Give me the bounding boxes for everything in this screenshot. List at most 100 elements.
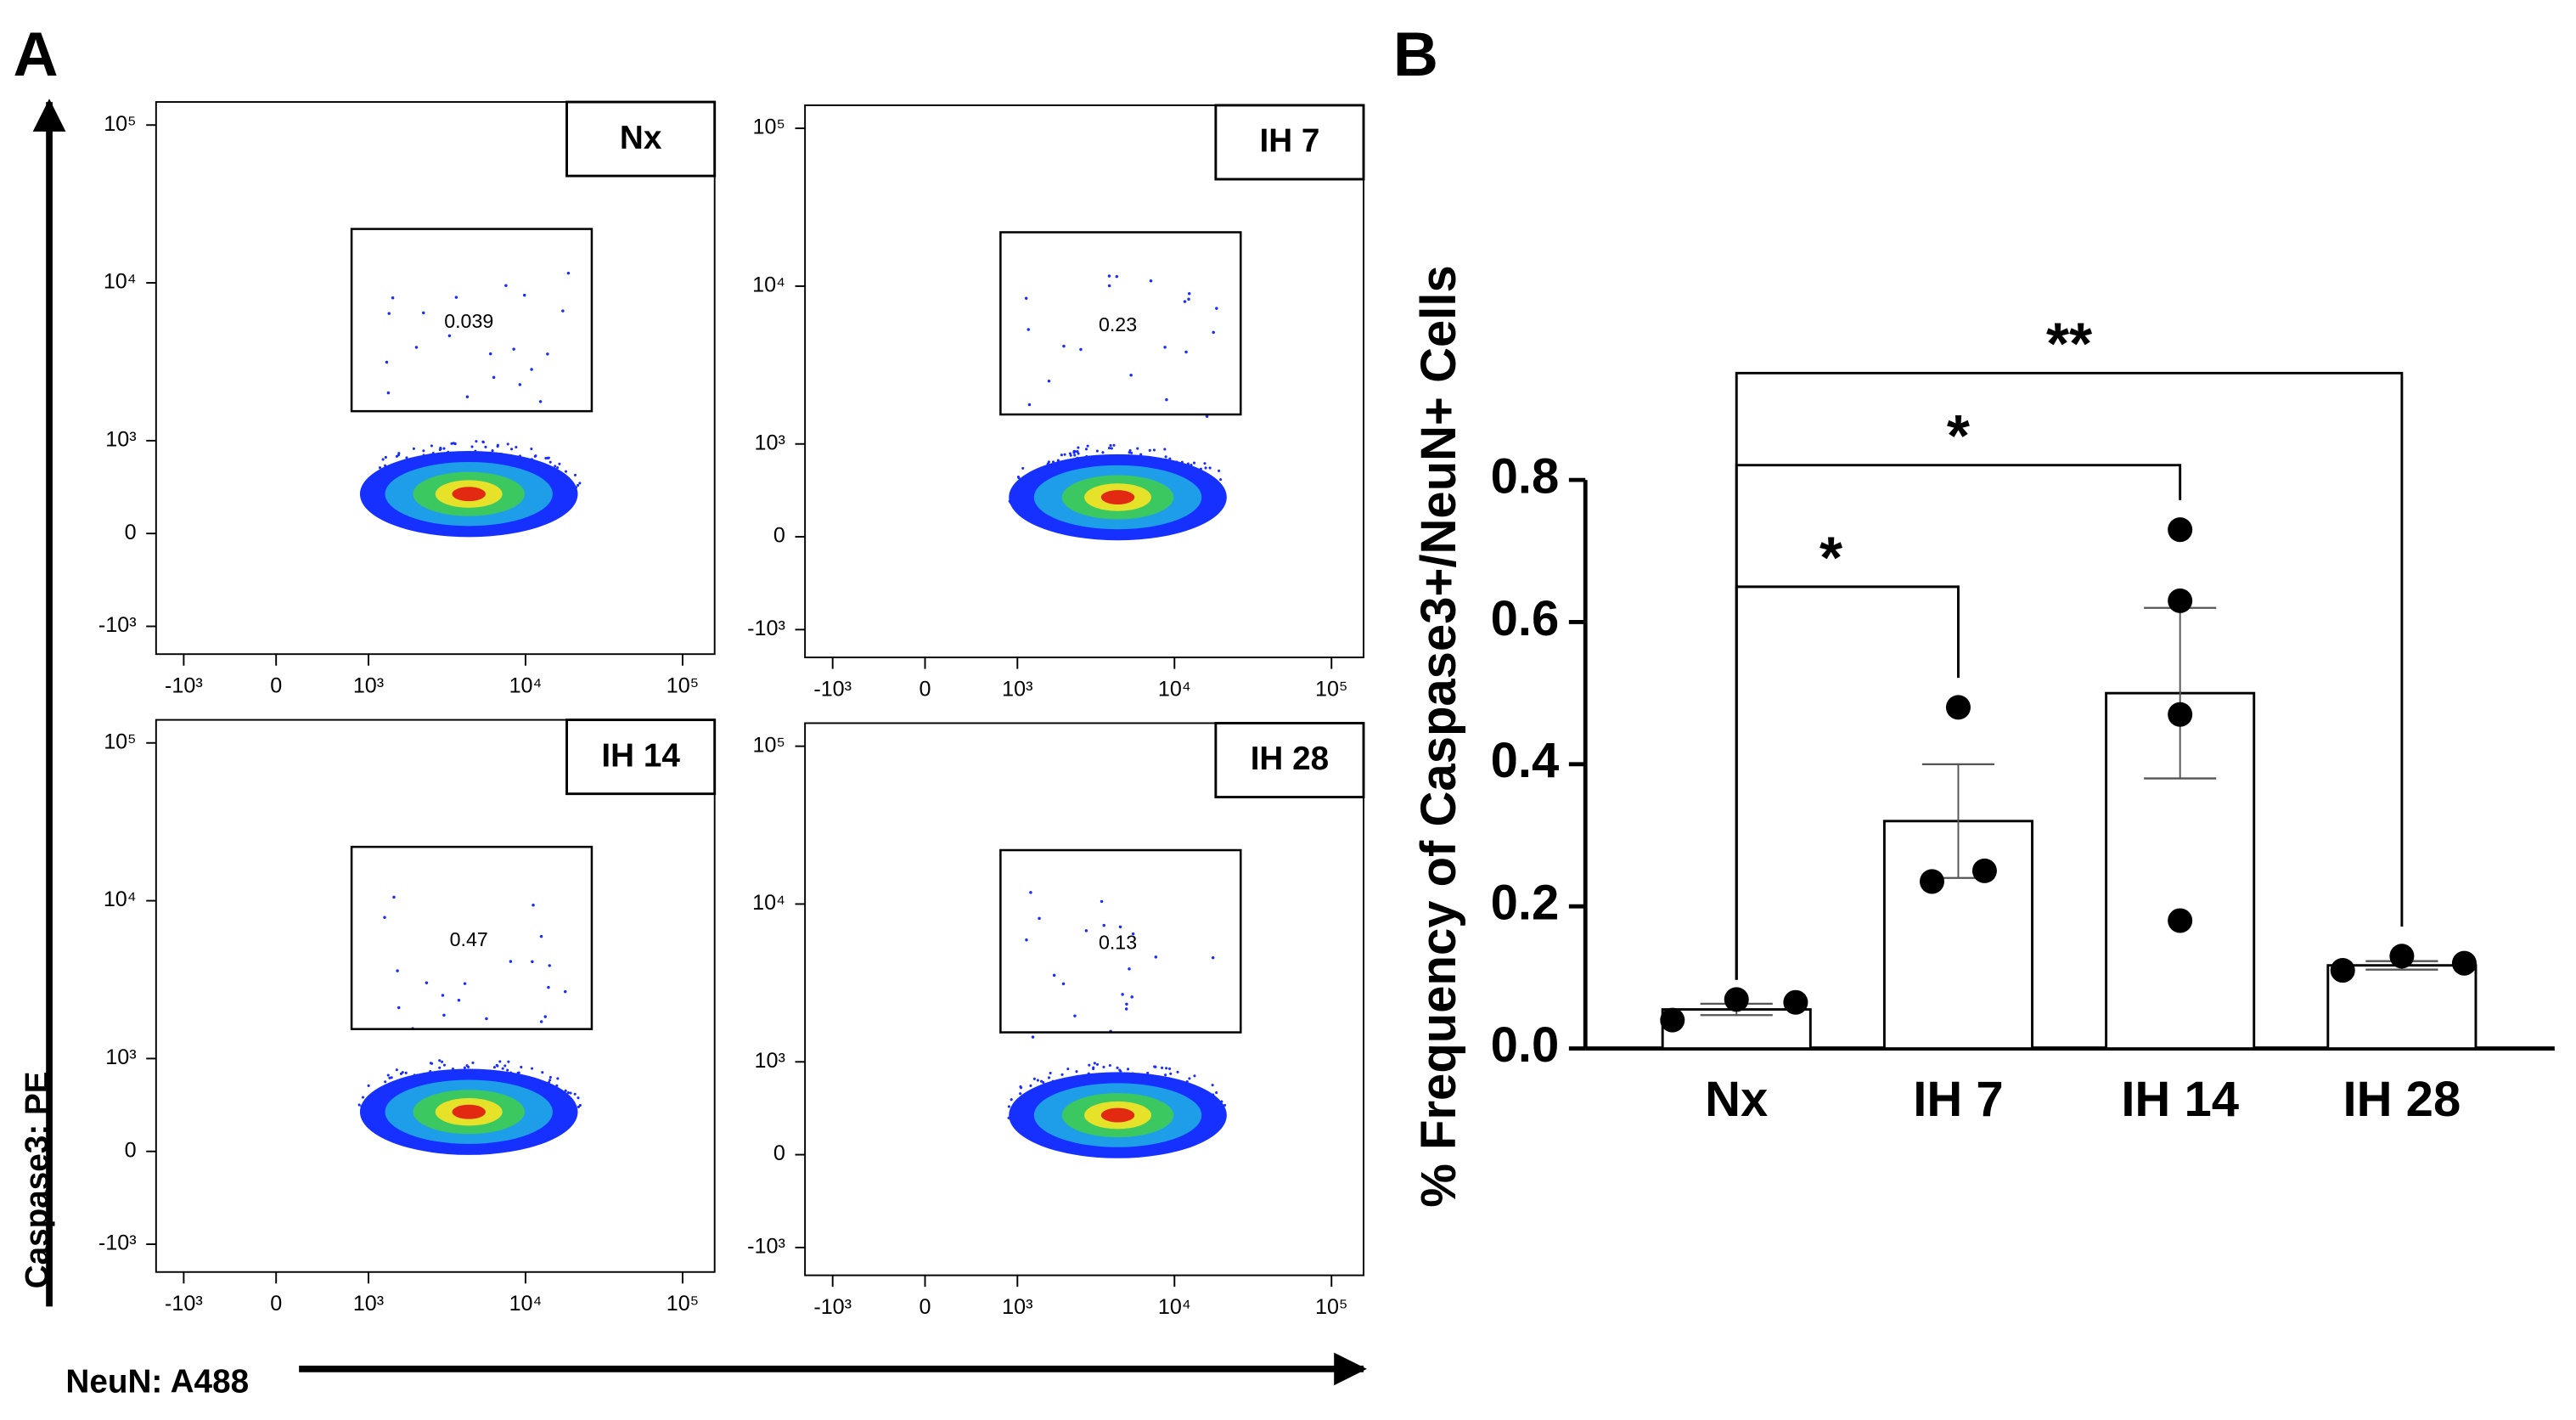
event-dot xyxy=(454,296,458,299)
panel-label: A xyxy=(13,19,58,89)
event-dot xyxy=(1163,346,1167,349)
event-dot xyxy=(1193,461,1196,465)
event-dot xyxy=(383,916,386,919)
panel-name: IH 28 xyxy=(1251,741,1329,777)
event-dot xyxy=(430,1062,434,1065)
x-tick-label: Nx xyxy=(1705,1072,1768,1127)
event-dot xyxy=(566,1090,570,1095)
event-dot xyxy=(1108,447,1111,450)
gate-value: 0.23 xyxy=(1099,313,1137,335)
event-dot xyxy=(395,1068,398,1072)
x-tick-label: 10⁵ xyxy=(666,674,699,698)
event-dot xyxy=(395,454,399,458)
event-dot xyxy=(498,1060,502,1063)
y-axis-label: % Frequency of Caspase3+/NeuN+ Cells xyxy=(1411,265,1466,1207)
event-dot xyxy=(1218,469,1221,472)
event-dot xyxy=(1219,478,1223,482)
data-point xyxy=(1783,989,1808,1015)
event-dot xyxy=(512,347,515,351)
y-tick-label: 0 xyxy=(125,521,137,544)
event-dot xyxy=(573,473,577,476)
x-tick-label: 10⁵ xyxy=(1315,677,1347,701)
event-dot xyxy=(1024,296,1028,300)
event-dot xyxy=(485,1017,488,1021)
event-dot xyxy=(422,449,425,453)
y-tick-label: -10³ xyxy=(747,617,785,640)
gate xyxy=(350,845,593,1030)
y-tick-label: 0 xyxy=(773,1141,785,1165)
data-point xyxy=(2451,950,2477,976)
y-tick-label: -10³ xyxy=(98,613,137,637)
event-dot xyxy=(1188,291,1191,296)
data-point xyxy=(1919,869,1945,894)
data-point xyxy=(2168,588,2193,613)
event-dot xyxy=(1115,274,1119,279)
event-dot xyxy=(1164,1073,1167,1077)
panel-label: B xyxy=(1393,19,1438,89)
event-dot xyxy=(422,311,425,315)
event-dot xyxy=(463,1066,466,1069)
x-tick-label: 0 xyxy=(270,1292,282,1316)
x-tick-label: IH 28 xyxy=(2343,1072,2461,1127)
event-dot xyxy=(1029,891,1032,894)
event-dot xyxy=(543,1015,548,1018)
event-dot xyxy=(1095,449,1099,453)
event-dot xyxy=(561,309,565,313)
event-dot xyxy=(391,296,395,300)
panel-name-box xyxy=(565,718,717,796)
panel-name-box xyxy=(1214,104,1365,181)
event-dot xyxy=(1021,466,1025,470)
event-dot xyxy=(438,1059,442,1062)
y-tick-label: 10⁴ xyxy=(104,270,137,294)
event-dot xyxy=(1020,1086,1023,1090)
event-dot xyxy=(386,391,391,395)
event-dot xyxy=(1072,451,1076,454)
event-dot xyxy=(1048,1076,1051,1079)
x-tick-label: 10³ xyxy=(353,1292,384,1316)
event-dot xyxy=(425,981,429,984)
density xyxy=(1100,1107,1135,1123)
event-dot xyxy=(506,442,509,446)
event-dot xyxy=(367,1084,370,1087)
event-dot xyxy=(1183,300,1187,303)
gate xyxy=(350,228,593,413)
gate-value: 0.47 xyxy=(450,928,488,950)
x-tick-label: -10³ xyxy=(165,1292,203,1316)
event-dot xyxy=(412,447,415,450)
event-dot xyxy=(1119,1069,1122,1073)
event-dot xyxy=(548,1079,552,1082)
event-dot xyxy=(397,1006,401,1010)
event-dot xyxy=(481,440,485,443)
y-tick-label: 10³ xyxy=(105,428,136,452)
event-dot xyxy=(1047,379,1051,383)
event-dot xyxy=(577,1105,581,1108)
event-dot xyxy=(522,293,526,297)
y-tick-label: 10⁵ xyxy=(104,730,136,753)
event-dot xyxy=(1038,916,1041,921)
y-tick-label: -10³ xyxy=(747,1235,785,1259)
y-tick-label: 10³ xyxy=(105,1045,136,1069)
event-dot xyxy=(1130,995,1133,999)
event-dot xyxy=(384,455,387,459)
event-dot xyxy=(1029,1084,1032,1087)
event-dot xyxy=(385,360,389,364)
event-dot xyxy=(539,934,543,938)
significance-label: * xyxy=(1820,524,1843,590)
event-dot xyxy=(556,1077,560,1080)
panel-name: Nx xyxy=(620,120,662,156)
panel-name: IH 7 xyxy=(1259,123,1319,160)
event-dot xyxy=(1193,1074,1196,1078)
event-dot xyxy=(1188,1077,1191,1080)
event-dot xyxy=(517,1071,520,1074)
panel-name-box xyxy=(1214,722,1365,799)
gate-value: 0.039 xyxy=(444,310,493,332)
event-dot xyxy=(569,1091,572,1095)
event-dot xyxy=(1062,344,1066,348)
y-axis-label: Caspase3: PE xyxy=(20,1071,56,1288)
event-dot xyxy=(520,1065,523,1069)
event-dot xyxy=(1032,1077,1036,1080)
event-dot xyxy=(1077,452,1080,455)
x-tick-label: -10³ xyxy=(813,1295,852,1319)
event-dot xyxy=(1153,1065,1156,1068)
x-tick-label: IH 7 xyxy=(1913,1072,2003,1127)
